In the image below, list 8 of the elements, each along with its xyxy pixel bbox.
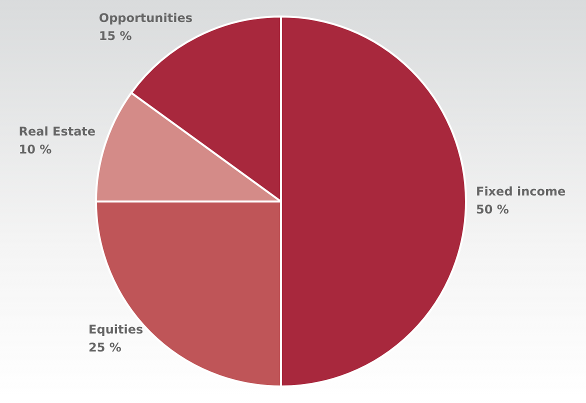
slice-label: Equities (88, 322, 144, 337)
data-label: 15 % (98, 28, 132, 43)
data-label: 25 % (88, 340, 122, 355)
data-label: 10 % (18, 142, 52, 156)
slice-label: Real Estate (18, 124, 96, 138)
slice-label: Opportunities (98, 10, 192, 25)
slice-label: Fixed income (476, 184, 566, 199)
data-label: 50 % (476, 202, 509, 217)
